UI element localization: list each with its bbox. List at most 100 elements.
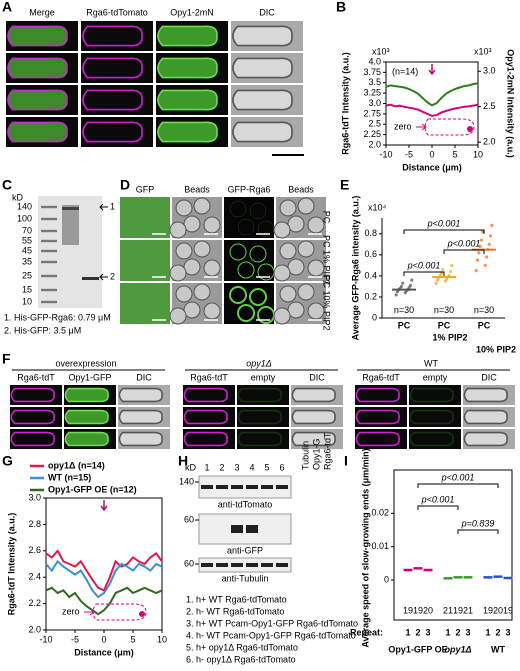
cell-outline xyxy=(10,431,55,447)
data-point xyxy=(439,272,443,276)
p-value: p<0.001 xyxy=(421,494,455,504)
cell-outline xyxy=(291,409,336,425)
x-tick-label: 2 xyxy=(415,627,420,637)
x-tick-note: 1% PIP2 xyxy=(432,332,467,342)
p-value: p<0.001 xyxy=(407,260,441,270)
x-tick-note: 10% PIP2 xyxy=(476,344,516,354)
bead xyxy=(249,202,267,220)
p-value: p=0.839 xyxy=(461,518,495,528)
micrograph xyxy=(120,283,170,324)
micrograph xyxy=(409,385,461,405)
cell-outline xyxy=(118,431,163,447)
cell-outline xyxy=(118,409,163,425)
cell-outline xyxy=(409,431,454,447)
marker-label: 60 xyxy=(184,514,194,524)
column-header: DIC xyxy=(136,372,152,382)
x-tick-label: 5 xyxy=(452,149,457,159)
column-header: Opy1-2mN xyxy=(170,7,214,17)
y-tick-label: 0.6 xyxy=(364,249,377,259)
bead xyxy=(249,288,267,306)
x-tick-label: -5 xyxy=(71,634,79,644)
tip-dot xyxy=(467,126,473,132)
bead xyxy=(307,216,325,234)
blot xyxy=(198,475,292,499)
bead xyxy=(193,283,211,301)
micrograph xyxy=(10,407,62,427)
micrograph xyxy=(10,429,62,449)
column-header: DIC xyxy=(259,7,275,17)
cell-outline xyxy=(291,431,336,447)
bead xyxy=(307,259,325,277)
data-line xyxy=(385,82,479,107)
arrow xyxy=(416,123,427,131)
cell-outline xyxy=(118,387,163,403)
bracket xyxy=(417,483,499,488)
blot-band xyxy=(261,485,273,489)
blot-band xyxy=(231,485,243,489)
p-value: p<0.001 xyxy=(447,238,481,248)
y-tick-label: 2.6 xyxy=(28,545,41,555)
count-label: 19 xyxy=(503,605,513,615)
axis-multiplier: x10³ xyxy=(372,46,390,56)
x-tick-label: -5 xyxy=(405,149,413,159)
bead xyxy=(273,307,291,325)
marker-label: 60 xyxy=(184,558,194,568)
cell-outline xyxy=(232,89,293,111)
cell-outline xyxy=(183,431,228,447)
count-label: 19 xyxy=(403,605,413,615)
unit-label: kD xyxy=(12,192,24,202)
y2-tick-label: 2.5 xyxy=(483,101,496,111)
x-tick-label: PC xyxy=(438,320,451,330)
bead xyxy=(203,259,221,277)
x-tick-label: 10 xyxy=(157,634,167,644)
gel-band xyxy=(62,205,79,245)
micrograph xyxy=(10,385,62,405)
column-header: empty xyxy=(423,372,448,382)
cell-outline xyxy=(232,121,293,143)
legend-line: 3. h+ WT Pcam-Opy1-GFP Rga6-tdTomato xyxy=(186,618,358,628)
y-tick-label: 2.75 xyxy=(363,108,381,118)
blot-band xyxy=(276,563,288,567)
panel-label: B xyxy=(336,0,346,15)
cell-outline xyxy=(232,57,293,79)
legend-label: Opy1-GFP OE (n=12) xyxy=(48,484,137,494)
data-line xyxy=(45,549,163,592)
x-tick-label: 2 xyxy=(455,627,460,637)
blot-band xyxy=(246,485,258,489)
y-tick-label: 0.8 xyxy=(364,228,377,238)
p-value: p<0.001 xyxy=(441,472,475,482)
data-point xyxy=(474,269,478,273)
data-point xyxy=(399,284,403,289)
bead xyxy=(297,283,315,301)
x-tick-label: PC xyxy=(398,320,411,330)
lane-label: 5 xyxy=(264,462,269,472)
legend-label: WT (n=15) xyxy=(48,472,91,482)
micrograph xyxy=(355,429,407,449)
data-point xyxy=(410,278,414,282)
data-point xyxy=(483,263,487,267)
x-tick-label: -10 xyxy=(379,149,392,159)
axis-multiplier: x10⁴ xyxy=(368,202,387,212)
marker-label: 140 xyxy=(17,201,32,211)
cell-outline xyxy=(10,387,55,403)
micrograph xyxy=(224,197,274,238)
lane-label: 6 xyxy=(279,462,284,472)
micrograph xyxy=(409,407,461,427)
bead xyxy=(175,199,193,217)
column-header: Rga6-tdT xyxy=(17,372,55,382)
marker-label: 70 xyxy=(22,225,32,235)
y-tick-label: 2.8 xyxy=(28,519,41,529)
data-point xyxy=(450,263,454,267)
cell-outline xyxy=(64,387,109,403)
bracket xyxy=(417,505,459,510)
cell-outline xyxy=(355,387,400,403)
arrow xyxy=(428,64,436,76)
cell-outline xyxy=(7,57,68,79)
micrograph xyxy=(183,407,235,427)
data-point xyxy=(478,244,482,249)
y2-tick-label: 2.0 xyxy=(483,137,496,147)
cell-outline xyxy=(82,89,143,111)
cell-outline xyxy=(463,431,508,447)
data-line xyxy=(45,586,163,616)
